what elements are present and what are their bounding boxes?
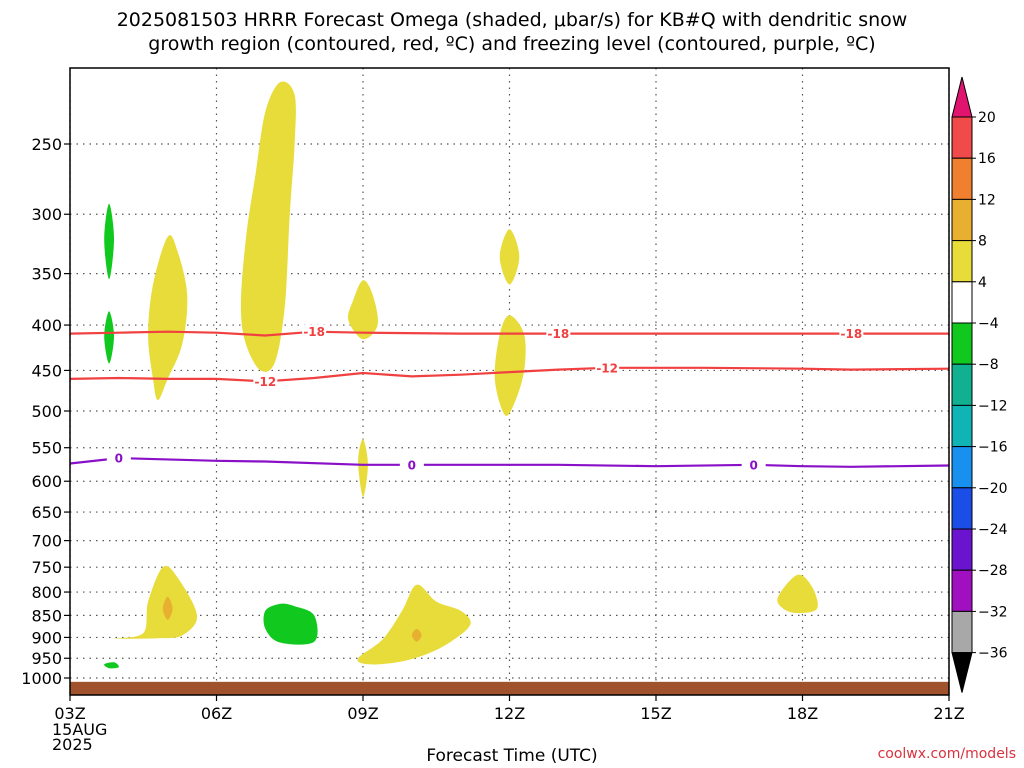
colorbar-bottom-arrow [951, 652, 973, 693]
omega-region [777, 574, 818, 614]
omega-region [104, 203, 114, 280]
contour-line [70, 366, 949, 383]
contour-line [70, 330, 949, 337]
colorbar-label: −32 [978, 604, 1008, 620]
y-tick-label: 650 [31, 503, 62, 522]
colorbar-swatch [951, 116, 973, 159]
x-tick-label: 21Z [933, 704, 964, 723]
colorbar-swatch [951, 322, 973, 365]
x-tick-label: 12Z [494, 704, 525, 723]
colorbar-swatch [951, 198, 973, 242]
contour-label-bg [741, 457, 766, 472]
colorbar-label: 8 [978, 234, 987, 250]
contour-label: 0 [408, 458, 416, 472]
omega-region [411, 628, 422, 642]
x-tick-sublabel: 2025 [52, 735, 93, 754]
colorbar-label: −8 [978, 357, 999, 373]
y-tick-label: 900 [31, 628, 62, 647]
colorbar-label: 4 [978, 275, 987, 291]
omega-region [357, 584, 471, 665]
contour-label-bg [595, 360, 620, 375]
y-tick-label: 550 [31, 439, 62, 458]
omega-region [358, 439, 368, 498]
y-tick-label: 450 [31, 361, 62, 380]
y-tick-label: 700 [31, 532, 62, 551]
contour-label: -18 [840, 327, 862, 341]
contour-label: 0 [749, 458, 757, 472]
colorbar-label: −20 [978, 481, 1008, 497]
y-tick-label: 250 [31, 135, 62, 154]
omega-region [104, 662, 119, 669]
contour-label-bg [839, 326, 864, 341]
colorbar-label: 16 [978, 151, 996, 167]
x-tick-sublabel: 15AUG [52, 720, 107, 739]
x-tick-label: 09Z [347, 704, 378, 723]
colorbar-label: −12 [978, 398, 1008, 414]
y-axis: 250 300 350 400 450 500 550 600 650 700 750 800 850 9… [21, 135, 70, 688]
colorbar-label: −16 [978, 440, 1008, 456]
colorbar-swatch [951, 487, 973, 530]
x-tick-label: 18Z [787, 704, 818, 723]
colorbar-swatch [951, 240, 973, 283]
omega-region [113, 565, 198, 639]
x-tick-label: 15Z [640, 704, 671, 723]
x-tick-label: 03Z [54, 704, 85, 723]
y-tick-label: 750 [31, 558, 62, 577]
y-tick-label: 400 [31, 316, 62, 335]
contour-label-bg [399, 457, 424, 472]
contour-label: -12 [596, 361, 618, 375]
omega-region [263, 603, 318, 645]
contour-label: 0 [115, 452, 123, 466]
colorbar-top-arrow [951, 76, 973, 118]
colorbar: 20 16 12 8 4 −4 −8 −12 −16 −20 −24 −28 −32 −36 [951, 76, 1008, 693]
colorbar-swatch [951, 281, 973, 324]
y-tick-label: 600 [31, 472, 62, 491]
omega-region [104, 311, 114, 364]
omega-region [162, 596, 173, 620]
colorbar-label: 12 [978, 192, 996, 208]
colorbar-swatch [951, 610, 973, 654]
contour-label: -18 [303, 325, 325, 339]
colorbar-label: 20 [978, 110, 996, 126]
contour-lines: -18 -18 -18 -12 -12 0 0 0 [70, 324, 949, 472]
omega-region [240, 81, 296, 372]
contour-label-bg [302, 324, 327, 339]
y-tick-label: 300 [31, 205, 62, 224]
colorbar-label: −24 [978, 522, 1008, 538]
colorbar-swatch [951, 404, 973, 448]
colorbar-swatch [951, 363, 973, 406]
omega-shading [104, 81, 818, 669]
y-tick-label: 950 [31, 649, 62, 668]
ground-strip [70, 681, 949, 695]
omega-region [148, 235, 188, 401]
contour-line [70, 456, 949, 468]
contour-label-bg [546, 326, 571, 341]
y-tick-label: 800 [31, 583, 62, 602]
colorbar-label: −36 [978, 646, 1008, 662]
x-tick-label: 06Z [201, 704, 232, 723]
y-tick-label: 850 [31, 606, 62, 625]
omega-region [494, 315, 526, 416]
omega-region [499, 229, 520, 285]
contour-label: -12 [254, 375, 276, 389]
colorbar-label: −28 [978, 563, 1008, 579]
colorbar-swatch [951, 157, 973, 200]
chart-title: 2025081503 HRRR Forecast Omega (shaded, … [116, 9, 908, 55]
colorbar-label: −4 [978, 316, 999, 332]
colorbar-swatch [951, 528, 973, 571]
contour-label: -18 [547, 327, 569, 341]
y-tick-label: 1000 [21, 669, 62, 688]
contour-label-bg [253, 374, 278, 389]
ground-surface [70, 681, 949, 695]
y-tick-label: 350 [31, 265, 62, 284]
omega-region [347, 280, 379, 340]
x-axis-label: Forecast Time (UTC) [426, 746, 598, 766]
contour-label-bg [106, 451, 131, 466]
colorbar-swatch [951, 569, 973, 612]
watermark-text: coolwx.com/models [877, 746, 1016, 762]
y-tick-label: 500 [31, 402, 62, 421]
colorbar-swatch [951, 446, 973, 489]
